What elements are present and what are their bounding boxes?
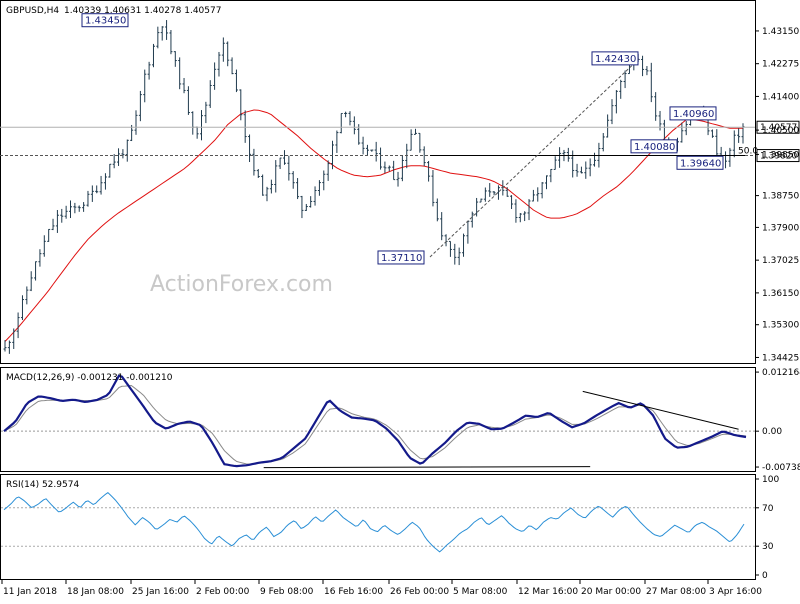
fib-level-label: 50.0 <box>738 147 758 157</box>
current-price-box <box>756 120 800 134</box>
time-tick-label: 5 Mar 08:00 <box>453 587 508 597</box>
price-annotation-box <box>81 13 129 28</box>
macd-tick-label: 0.012164 <box>762 368 800 378</box>
price-chart-title: GBPUSD,H4 <box>6 6 59 16</box>
rsi-line <box>3 491 745 553</box>
price-tick-label: 1.39850 <box>762 150 799 160</box>
price-annotation-box <box>669 106 717 121</box>
price-annotations: 1.43450 1.42430 1.40960 1.40080 1.39640 1.371… <box>81 13 724 265</box>
price-tick-label: 1.42275 <box>762 60 799 70</box>
price-tick-label: 1.35300 <box>762 321 799 331</box>
price-annotation-box <box>676 155 724 170</box>
macd-plot: 0.012164 0.00 -0.007384 <box>1 368 800 473</box>
price-annotation-label: 1.43450 <box>85 16 126 27</box>
time-tick-label: 25 Jan 16:00 <box>132 587 189 597</box>
rsi-tick-label: 100 <box>762 475 779 485</box>
time-tick-label: 12 Mar 16:00 <box>518 587 578 597</box>
macd-trendline <box>582 390 739 430</box>
price-tick-label: 1.43150 <box>762 27 799 37</box>
rsi-plot: 100 70 30 0 <box>1 475 779 581</box>
time-tick-label: 16 Feb 16:00 <box>324 587 383 597</box>
macd-tick-label: 0.00 <box>762 427 782 437</box>
time-tick-label: 2 Feb 00:00 <box>196 587 250 597</box>
macd-trendline <box>263 466 591 469</box>
price-annotation-label: 1.37110 <box>381 253 422 264</box>
price-tick-label: 1.36150 <box>762 289 799 299</box>
price-tick-label: 1.34425 <box>762 353 799 363</box>
price-tick-label: 1.37900 <box>762 223 799 233</box>
price-annotation-label: 1.40080 <box>634 142 675 153</box>
price-ohlc-readout: 1.40339 1.40631 1.40278 1.40577 <box>64 6 221 16</box>
time-tick-label: 18 Jan 08:00 <box>67 587 124 597</box>
price-annotation-box <box>377 250 425 265</box>
time-axis: 11 Jan 2018 18 Jan 08:00 25 Jan 16:00 2 Feb… <box>1 580 762 597</box>
price-annotation-box <box>630 139 678 154</box>
support-level-box <box>756 149 800 163</box>
price-axis: 1.43150 1.42275 1.41400 1.40500 1.39850 1.387… <box>755 27 799 363</box>
time-tick-label: 27 Mar 08:00 <box>646 587 706 597</box>
support-level-label: 1.39820 <box>760 152 797 162</box>
price-tick-label: 1.38750 <box>762 192 799 202</box>
macd-tick-label: -0.007384 <box>762 463 800 473</box>
moving-average-path <box>4 109 743 342</box>
rsi-title: RSI(14) 52.9574 <box>6 480 79 490</box>
rsi-pane <box>0 474 756 580</box>
time-tick-label: 9 Feb 08:00 <box>260 587 314 597</box>
price-annotation-label: 1.40960 <box>673 109 714 120</box>
price-annotation-label: 1.42430 <box>595 54 636 65</box>
price-annotation-label: 1.39640 <box>680 158 721 169</box>
time-tick-label: 3 Apr 16:00 <box>709 587 762 597</box>
rsi-tick-label: 70 <box>762 504 774 514</box>
watermark: ActionForex.com <box>150 272 333 297</box>
rsi-tick-label: 0 <box>762 571 768 581</box>
moving-average-line <box>4 109 743 342</box>
price-pane <box>0 0 756 364</box>
rsi-tick-label: 30 <box>762 542 774 552</box>
price-tick-label: 1.37025 <box>762 256 799 266</box>
macd-title: MACD(12,26,9) -0.001231 -0.001210 <box>6 373 173 383</box>
time-tick-label: 11 Jan 2018 <box>3 587 57 597</box>
macd-line <box>3 374 747 468</box>
price-tick-label: 1.41400 <box>762 92 799 102</box>
time-tick-label: 20 Mar 00:00 <box>581 587 641 597</box>
price-levels: 50.0 1.40577 1.39820 <box>0 57 800 258</box>
macd-pane <box>0 367 756 472</box>
trend-channel-line <box>429 57 641 258</box>
price-annotation-box <box>591 51 639 66</box>
current-price-label: 1.40577 <box>760 123 797 133</box>
price-tick-label: 1.40500 <box>762 126 799 136</box>
time-tick-label: 26 Feb 00:00 <box>390 587 449 597</box>
